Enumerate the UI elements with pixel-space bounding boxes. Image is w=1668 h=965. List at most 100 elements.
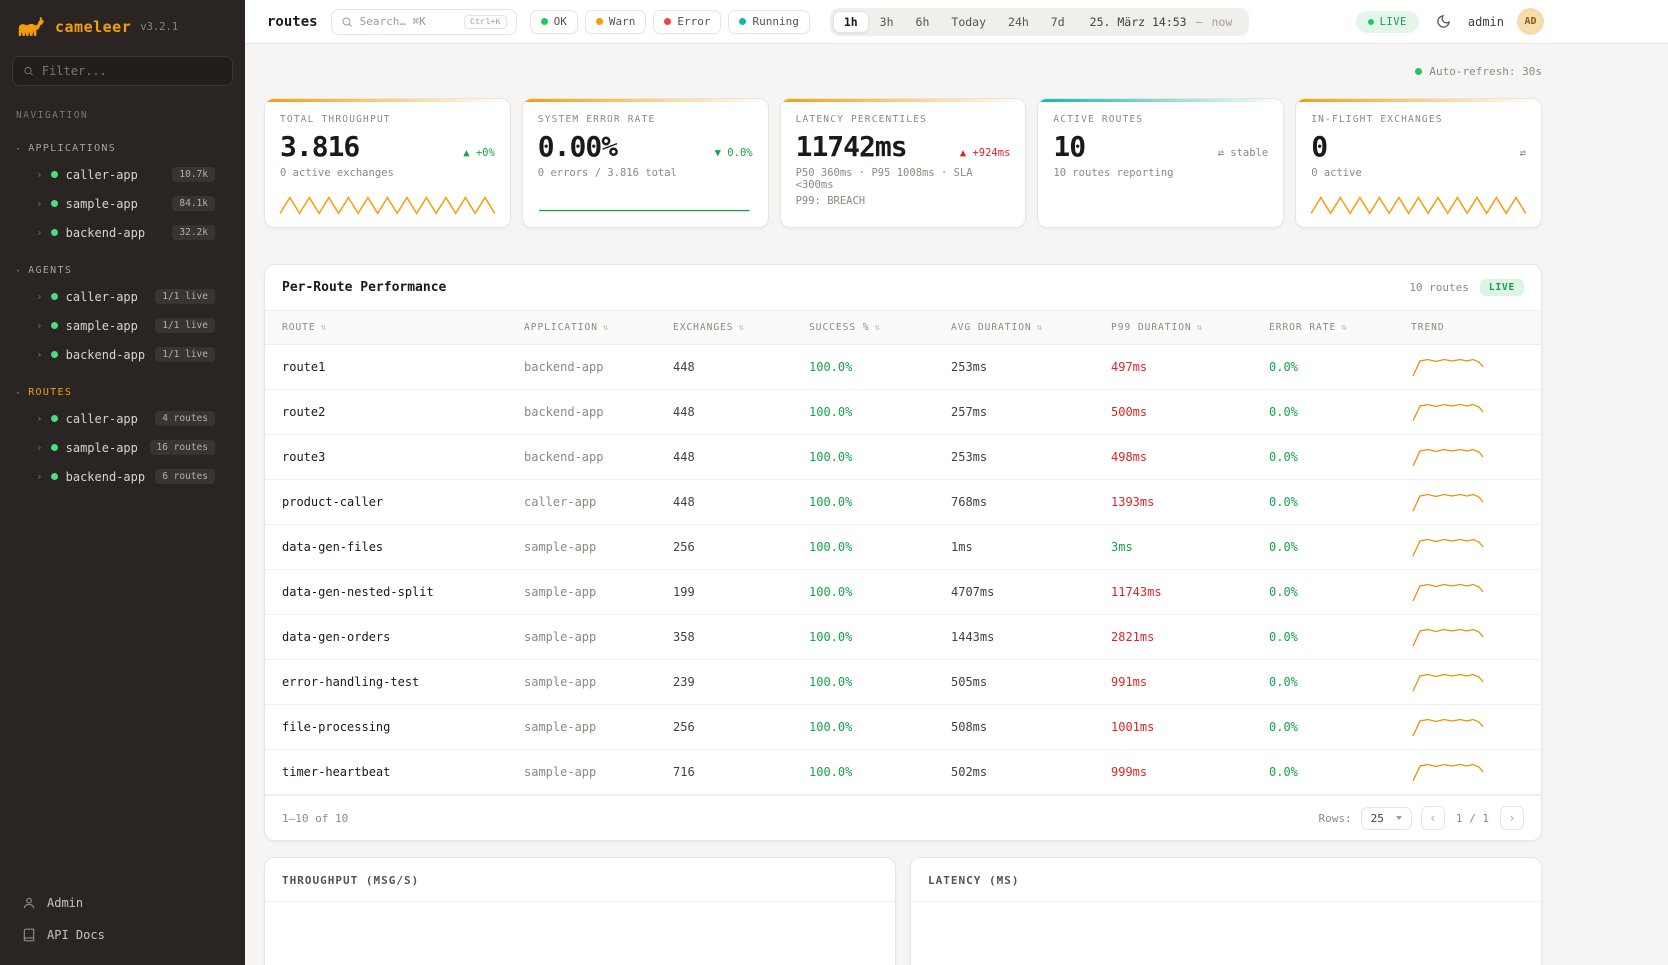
time-range-button-6h[interactable]: 6h bbox=[905, 11, 941, 33]
column-header-p99-duration[interactable]: P99 DURATION⇅ bbox=[1111, 322, 1269, 333]
live-label: LIVE bbox=[1380, 16, 1407, 28]
table-row[interactable]: route2 backend-app 448 100.0% 257ms 500m… bbox=[265, 390, 1541, 435]
table-row[interactable]: route3 backend-app 448 100.0% 253ms 498m… bbox=[265, 435, 1541, 480]
table-row[interactable]: timer-heartbeat sample-app 716 100.0% 50… bbox=[265, 750, 1541, 795]
time-range-button-today[interactable]: Today bbox=[940, 11, 997, 33]
time-range-dates[interactable]: 25. März 14:53 — now bbox=[1076, 15, 1247, 29]
column-header-success[interactable]: SUCCESS %⇅ bbox=[809, 322, 951, 333]
sidebar-item-backend-app[interactable]: › backend-app 32.2k bbox=[0, 218, 245, 247]
cell-p99-duration: 1393ms bbox=[1111, 495, 1269, 509]
sidebar-item-routes-sample-app[interactable]: › sample-app 16 routes bbox=[0, 433, 245, 462]
latency-chart-panel: LATENCY (MS) bbox=[910, 857, 1542, 965]
sidebar-filter bbox=[12, 56, 233, 86]
table-footer: 1–10 of 10 Rows: 25 ‹ 1 / 1 › bbox=[265, 795, 1541, 840]
cell-success: 100.0% bbox=[809, 630, 951, 644]
trend-sparkline bbox=[1411, 400, 1485, 424]
cell-application: sample-app bbox=[524, 585, 673, 599]
sidebar-item-routes-backend-app[interactable]: › backend-app 6 routes bbox=[0, 462, 245, 491]
table-row[interactable]: error-handling-test sample-app 239 100.0… bbox=[265, 660, 1541, 705]
item-badge: 4 routes bbox=[155, 411, 215, 426]
section-header-agents[interactable]: ▾ AGENTS bbox=[0, 261, 245, 282]
next-page-button[interactable]: › bbox=[1500, 806, 1524, 830]
filter-chip-warn[interactable]: Warn bbox=[585, 10, 647, 34]
app-version: v3.2.1 bbox=[140, 21, 178, 33]
column-header-avg-duration[interactable]: AVG DURATION⇅ bbox=[951, 322, 1111, 333]
global-search-input[interactable] bbox=[360, 15, 457, 28]
status-dot bbox=[51, 415, 58, 422]
trend-sparkline bbox=[1411, 715, 1485, 739]
cell-error-rate: 0.0% bbox=[1269, 585, 1411, 599]
table-row[interactable]: file-processing sample-app 256 100.0% 50… bbox=[265, 705, 1541, 750]
sidebar-item-agent-caller-app[interactable]: › caller-app 1/1 live bbox=[0, 282, 245, 311]
time-range-button-7d[interactable]: 7d bbox=[1040, 11, 1076, 33]
section-header-routes[interactable]: ▾ ROUTES bbox=[0, 383, 245, 404]
status-dot bbox=[51, 293, 58, 300]
kpi-value: 0.00% bbox=[538, 130, 617, 163]
cell-exchanges: 199 bbox=[673, 585, 809, 599]
cell-avg-duration: 1ms bbox=[951, 540, 1111, 554]
column-header-exchanges[interactable]: EXCHANGES⇅ bbox=[673, 322, 809, 333]
time-range-button-1h[interactable]: 1h bbox=[833, 11, 869, 33]
item-badge: 1/1 live bbox=[155, 318, 215, 333]
filter-chip-error[interactable]: Error bbox=[653, 10, 721, 34]
kpi-subtitle: 0 active bbox=[1311, 167, 1526, 179]
item-label: caller-app bbox=[66, 290, 138, 304]
item-badge: 1/1 live bbox=[155, 347, 215, 362]
table-row[interactable]: route1 backend-app 448 100.0% 253ms 497m… bbox=[265, 345, 1541, 390]
cell-route: route1 bbox=[282, 360, 524, 374]
column-header-route[interactable]: ROUTE⇅ bbox=[282, 322, 524, 333]
sidebar-item-api-docs[interactable]: API Docs bbox=[16, 919, 229, 951]
filter-chip-running[interactable]: Running bbox=[728, 10, 809, 34]
item-badge: 6 routes bbox=[155, 469, 215, 484]
sidebar-item-sample-app[interactable]: › sample-app 84.1k bbox=[0, 189, 245, 218]
column-header-trend[interactable]: TREND bbox=[1411, 322, 1524, 333]
footer-item-label: API Docs bbox=[47, 928, 105, 942]
kpi-subtitle: 0 active exchanges bbox=[280, 167, 495, 179]
sidebar-item-agent-sample-app[interactable]: › sample-app 1/1 live bbox=[0, 311, 245, 340]
page-title: routes bbox=[267, 14, 318, 30]
time-range-button-3h[interactable]: 3h bbox=[869, 11, 905, 33]
sidebar-item-caller-app[interactable]: › caller-app 10.7k bbox=[0, 160, 245, 189]
table-row[interactable]: data-gen-orders sample-app 358 100.0% 14… bbox=[265, 615, 1541, 660]
time-range-button-24h[interactable]: 24h bbox=[997, 11, 1040, 33]
cell-success: 100.0% bbox=[809, 405, 951, 419]
table-row[interactable]: data-gen-nested-split sample-app 199 100… bbox=[265, 570, 1541, 615]
cell-route: error-handling-test bbox=[282, 675, 524, 689]
trend-sparkline bbox=[1411, 670, 1485, 694]
section-header-applications[interactable]: ▾ APPLICATIONS bbox=[0, 139, 245, 160]
rows-per-page-select[interactable]: 25 bbox=[1361, 807, 1412, 830]
sidebar-item-agent-backend-app[interactable]: › backend-app 1/1 live bbox=[0, 340, 245, 369]
column-header-application[interactable]: APPLICATION⇅ bbox=[524, 322, 673, 333]
trend-sparkline bbox=[1411, 580, 1485, 604]
footer-item-label: Admin bbox=[47, 896, 83, 910]
filter-chip-ok[interactable]: OK bbox=[530, 10, 578, 34]
auto-refresh-label: Auto-refresh: 30s bbox=[1429, 65, 1542, 78]
cell-route: timer-heartbeat bbox=[282, 765, 524, 779]
previous-page-button[interactable]: ‹ bbox=[1421, 806, 1445, 830]
avatar[interactable]: AD bbox=[1517, 8, 1544, 35]
cell-avg-duration: 1443ms bbox=[951, 630, 1111, 644]
sidebar-filter-input[interactable] bbox=[42, 64, 222, 78]
column-header-error-rate[interactable]: ERROR RATE⇅ bbox=[1269, 322, 1411, 333]
theme-toggle-button[interactable] bbox=[1432, 10, 1455, 33]
sidebar-item-routes-caller-app[interactable]: › caller-app 4 routes bbox=[0, 404, 245, 433]
cell-success: 100.0% bbox=[809, 585, 951, 599]
sparkline-zigzag bbox=[279, 192, 496, 218]
kpi-subtitle-2: P99: BREACH bbox=[796, 195, 1011, 207]
item-label: sample-app bbox=[66, 197, 138, 211]
cell-route: data-gen-orders bbox=[282, 630, 524, 644]
cell-p99-duration: 999ms bbox=[1111, 765, 1269, 779]
camel-logo-icon bbox=[16, 15, 46, 38]
sort-icon: ⇅ bbox=[1197, 323, 1203, 333]
sidebar-item-admin[interactable]: Admin bbox=[16, 887, 229, 919]
cell-p99-duration: 11743ms bbox=[1111, 585, 1269, 599]
cell-success: 100.0% bbox=[809, 495, 951, 509]
table-row[interactable]: data-gen-files sample-app 256 100.0% 1ms… bbox=[265, 525, 1541, 570]
cell-success: 100.0% bbox=[809, 450, 951, 464]
cell-exchanges: 448 bbox=[673, 405, 809, 419]
date-to: now bbox=[1212, 15, 1233, 29]
cell-avg-duration: 502ms bbox=[951, 765, 1111, 779]
cell-avg-duration: 253ms bbox=[951, 450, 1111, 464]
table-row[interactable]: product-caller caller-app 448 100.0% 768… bbox=[265, 480, 1541, 525]
live-indicator[interactable]: LIVE bbox=[1356, 11, 1419, 33]
